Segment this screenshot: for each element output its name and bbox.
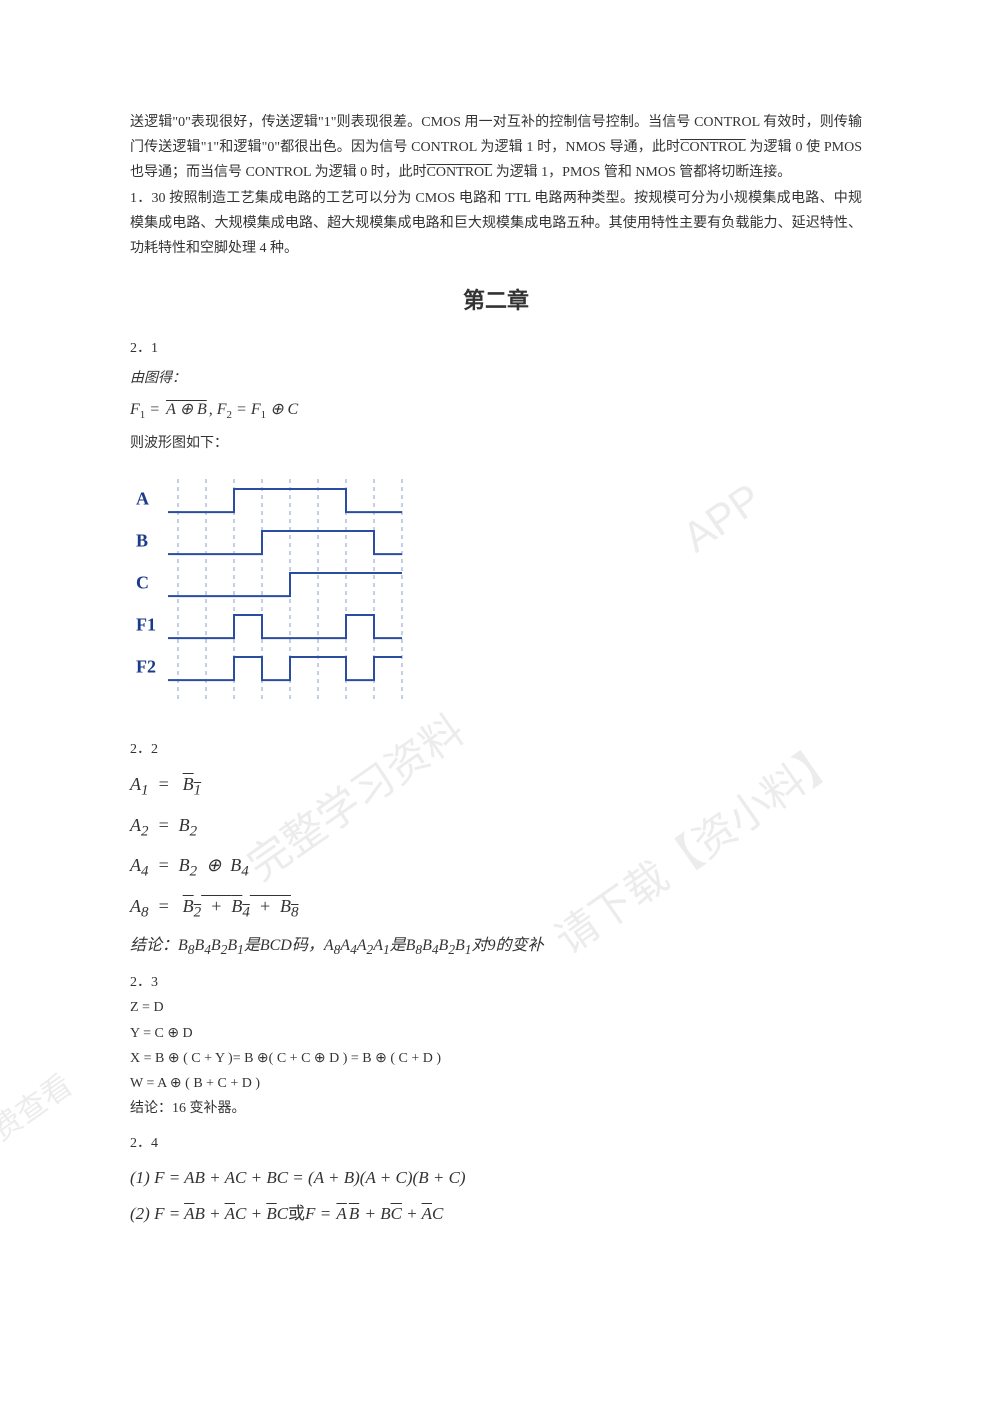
svg-text:F1: F1 [136, 615, 156, 635]
eq-a2: A2 = B2 [130, 811, 862, 844]
eq-x: X = B ⊕ ( C + Y )= B ⊕( C + C ⊕ D ) = B … [130, 1046, 862, 1071]
intro-paragraph-2: 1．30 按照制造工艺集成电路的工艺可以分为 CMOS 电路和 TTL 电路两种… [130, 186, 862, 262]
eq-a1: A1 = B1 [130, 770, 862, 803]
control-overline: CONTROL [680, 140, 746, 155]
svg-text:A: A [136, 489, 149, 509]
eq-2-4-1: (1) F = AB + AC + BC = (A + B)(A + C)(B … [130, 1164, 862, 1191]
chapter-title: 第二章 [130, 281, 862, 321]
waveform-diagram: A B C F1 F2 [130, 471, 862, 722]
section-2-4: 2．4 [130, 1131, 862, 1156]
section-2-3: 2．3 [130, 970, 862, 995]
control-overline: CONTROL [427, 165, 493, 180]
svg-text:B: B [136, 531, 148, 551]
formula-2-1: F1 = A ⊕ B, F2 = F1 ⊕ C [130, 396, 862, 426]
eq-a8: A8 = B2 + B4 + B8 [130, 892, 862, 925]
svg-text:C: C [136, 573, 149, 593]
waveform-label: 则波形图如下： [130, 431, 862, 456]
svg-text:F2: F2 [136, 657, 156, 677]
eq-2-4-2: (2) F = AB + AC + BC或F = AB + BC + AC [130, 1200, 862, 1227]
eq-y: Y = C ⊕ D [130, 1021, 862, 1046]
intro-paragraph-1: 送逻辑"0"表现很好，传送逻辑"1"则表现很差。CMOS 用一对互补的控制信号控… [130, 110, 862, 186]
section-2-1: 2．1 [130, 336, 862, 361]
from-figure-label: 由图得： [130, 366, 862, 391]
eq-z: Z = D [130, 995, 862, 1020]
eq-a4: A4 = B2 ⊕ B4 [130, 851, 862, 884]
eq-w: W = A ⊕ ( B + C + D ) [130, 1071, 862, 1096]
waveform-svg: A B C F1 F2 [130, 471, 430, 711]
section-2-2: 2．2 [130, 737, 862, 762]
conclusion-2-3: 结论：16 变补器。 [130, 1096, 862, 1121]
conclusion-2-2: 结论：B8B4B2B1是BCD码，A8A4A2A1是B8B4B2B1对9的变补 [130, 933, 862, 961]
watermark: 免费查看 [0, 1060, 85, 1173]
text: 为逻辑 1，PMOS 管和 NMOS 管都将切断连接。 [496, 165, 792, 180]
